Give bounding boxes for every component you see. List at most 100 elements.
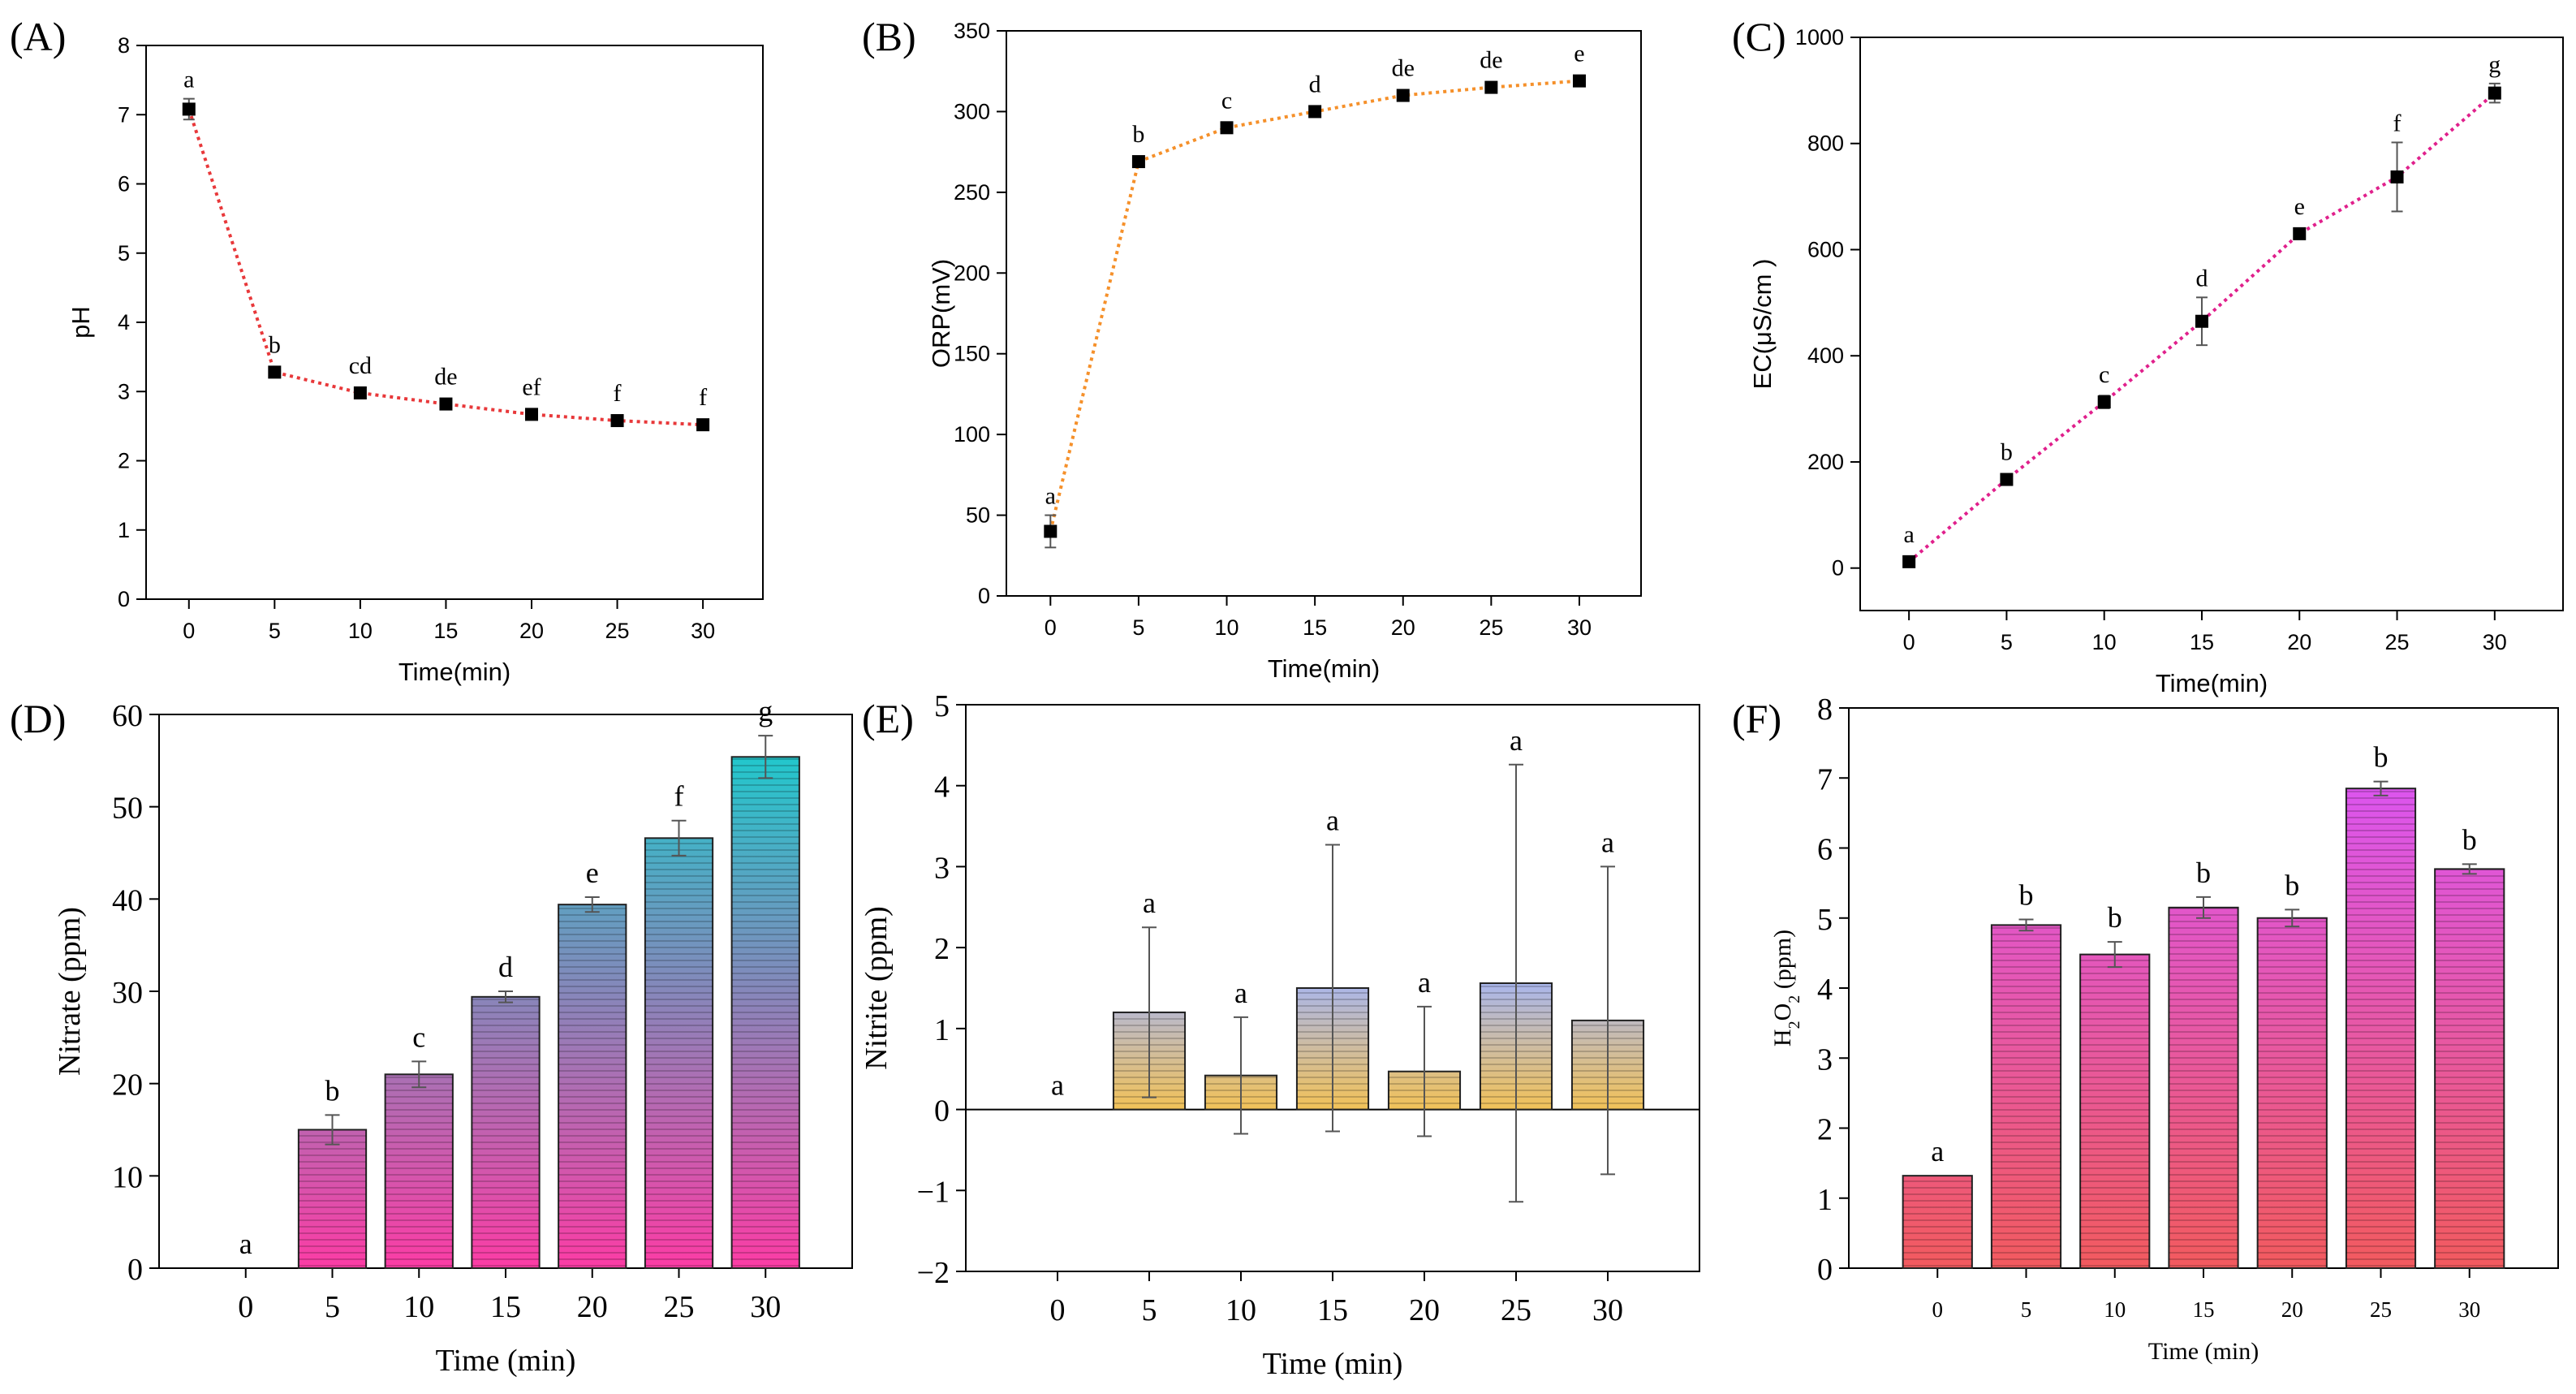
significance-letter: e bbox=[2294, 193, 2305, 220]
significance-letter: b bbox=[2374, 741, 2389, 774]
x-tick-label: 15 bbox=[2193, 1297, 2215, 1322]
data-point bbox=[1902, 555, 1916, 568]
y-tick-label: 5 bbox=[934, 689, 950, 723]
chart-panel-b: (B) 0 50 100 150 200 250 300 350 0 5 10 15 20 25 30 Time… bbox=[862, 14, 1642, 683]
significance-letter: d bbox=[2195, 265, 2208, 291]
x-tick-label: 5 bbox=[1132, 615, 1144, 640]
significance-letter: a bbox=[183, 67, 194, 93]
y-tick-label: 1000 bbox=[1795, 25, 1844, 50]
data-point bbox=[268, 365, 282, 379]
y-tick-label: 200 bbox=[954, 261, 990, 285]
bar-hatch bbox=[1991, 925, 2061, 1268]
plot-frame bbox=[145, 45, 764, 600]
significance-letter: a bbox=[1326, 805, 1339, 837]
data-point bbox=[1131, 155, 1145, 169]
x-tick-label: 0 bbox=[1050, 1293, 1066, 1327]
y-tick-label: 800 bbox=[1807, 132, 1844, 156]
significance-letter: f bbox=[614, 380, 622, 407]
y-tick-label: 40 bbox=[112, 883, 143, 917]
chart-panel-e: (E) −2 −1 0 1 2 3 4 5 0 5 10 15 20 25 30 Time (min) Nitri… bbox=[859, 689, 1700, 1381]
x-tick-label: 0 bbox=[1903, 630, 1915, 654]
x-tick-label: 25 bbox=[1479, 615, 1503, 640]
y-tick-label: 8 bbox=[118, 33, 130, 58]
significance-letter: ef bbox=[522, 373, 541, 400]
y-axis-title: EC(μS/cm ) bbox=[1748, 259, 1777, 390]
data-point bbox=[353, 386, 367, 399]
y-tick-label: 3 bbox=[1817, 1042, 1833, 1077]
y-tick-label: 5 bbox=[1817, 903, 1833, 937]
y-tick-label: 5 bbox=[118, 241, 130, 265]
significance-letter: de bbox=[434, 364, 457, 391]
chart-panel-d: (D) 0 10 20 30 40 50 60 0 5 10 15 20 25 30 Time (min) Ni… bbox=[10, 695, 853, 1378]
x-tick-label: 30 bbox=[1567, 615, 1592, 640]
data-point bbox=[182, 102, 196, 116]
plot-frame bbox=[1006, 30, 1642, 597]
significance-letter: b bbox=[1132, 121, 1144, 148]
y-tick-label: 10 bbox=[112, 1160, 143, 1194]
x-tick-label: 5 bbox=[1142, 1293, 1157, 1327]
x-tick-label: 20 bbox=[1391, 615, 1415, 640]
x-tick-label: 5 bbox=[269, 619, 281, 643]
panel-label: (A) bbox=[10, 14, 66, 59]
significance-letter: a bbox=[1601, 826, 1614, 858]
data-point bbox=[2097, 395, 2111, 409]
y-axis-title: pH bbox=[67, 306, 95, 339]
bar-hatch bbox=[731, 757, 799, 1268]
y-tick-label: 4 bbox=[118, 310, 130, 334]
significance-letter: b bbox=[325, 1074, 340, 1107]
y-tick-label: 0 bbox=[978, 584, 990, 608]
x-tick-label: 0 bbox=[1932, 1297, 1944, 1322]
significance-letter: c bbox=[2099, 361, 2109, 388]
y-tick-label: 100 bbox=[954, 422, 990, 447]
data-point bbox=[1484, 80, 1498, 94]
y-tick-label: 250 bbox=[954, 180, 990, 205]
data-point bbox=[1044, 524, 1058, 538]
y-tick-label: 200 bbox=[1807, 450, 1844, 474]
y-axis-title: Nitrite (ppm) bbox=[859, 906, 894, 1070]
y-title-part: (ppm) bbox=[1769, 930, 1796, 995]
significance-letter: a bbox=[1143, 887, 1156, 919]
y-title-sub: 2 bbox=[1786, 1021, 1803, 1029]
data-point bbox=[696, 418, 710, 432]
panel-label: (C) bbox=[1732, 14, 1786, 59]
bar-hatch bbox=[644, 838, 713, 1268]
y-tick-label: 350 bbox=[954, 19, 990, 43]
significance-letter: b bbox=[2285, 869, 2299, 901]
y-tick-label: 7 bbox=[1817, 762, 1833, 796]
significance-letter: f bbox=[699, 384, 707, 411]
data-point bbox=[2000, 473, 2014, 486]
data-point bbox=[439, 397, 453, 411]
significance-letter: a bbox=[1931, 1135, 1944, 1167]
y-axis-title: ORP(mV) bbox=[927, 259, 955, 368]
x-axis-title: Time(min) bbox=[398, 658, 510, 686]
x-tick-label: 25 bbox=[1501, 1293, 1531, 1327]
bar-hatch bbox=[2169, 907, 2238, 1268]
data-point bbox=[1396, 88, 1410, 102]
y-tick-label: 0 bbox=[127, 1253, 143, 1287]
y-title-part: O bbox=[1769, 1003, 1796, 1021]
data-point bbox=[610, 414, 624, 428]
significance-letter: c bbox=[1221, 87, 1232, 114]
data-point bbox=[525, 408, 538, 421]
chart-panel-c: (C) 0 200 400 600 800 1000 0 5 10 15 20 25 30 Time(min… bbox=[1732, 14, 2564, 697]
x-tick-label: 25 bbox=[2370, 1297, 2392, 1322]
y-tick-label: 300 bbox=[954, 99, 990, 123]
y-tick-label: −2 bbox=[917, 1256, 950, 1290]
x-tick-label: 30 bbox=[2483, 630, 2507, 654]
x-tick-label: 20 bbox=[2287, 630, 2311, 654]
data-point bbox=[2293, 227, 2307, 240]
x-tick-label: 10 bbox=[2104, 1297, 2126, 1322]
significance-letter: b bbox=[2462, 823, 2477, 856]
significance-letter: a bbox=[239, 1228, 252, 1260]
x-tick-label: 30 bbox=[1592, 1293, 1623, 1327]
significance-letter: a bbox=[1045, 483, 1056, 510]
x-tick-label: 25 bbox=[605, 619, 630, 643]
y-tick-label: 150 bbox=[954, 342, 990, 366]
x-tick-label: 30 bbox=[750, 1290, 781, 1324]
x-tick-label: 30 bbox=[2458, 1297, 2480, 1322]
x-axis-title: Time (min) bbox=[436, 1344, 576, 1378]
bar-hatch bbox=[2435, 869, 2505, 1268]
y-tick-label: 2 bbox=[1817, 1113, 1833, 1147]
x-axis-title: Time (min) bbox=[1263, 1347, 1403, 1381]
data-point bbox=[1572, 74, 1586, 88]
